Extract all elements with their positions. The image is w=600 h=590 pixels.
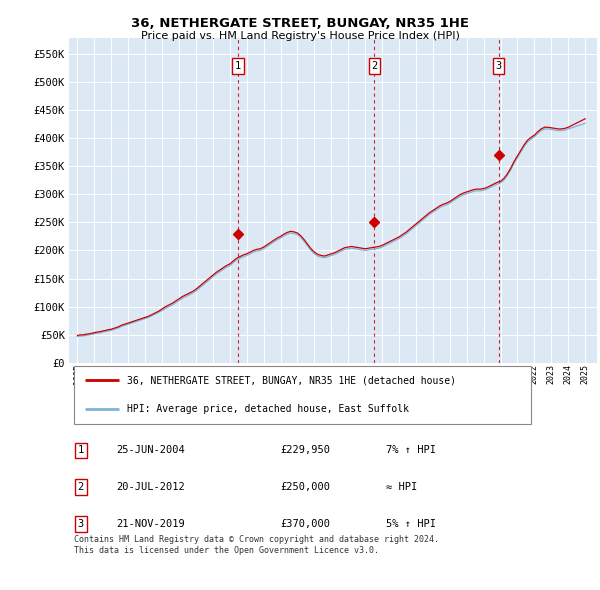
Text: 1: 1 xyxy=(235,61,241,71)
Text: 2: 2 xyxy=(371,61,377,71)
Text: £250,000: £250,000 xyxy=(280,483,330,493)
Text: HPI: Average price, detached house, East Suffolk: HPI: Average price, detached house, East… xyxy=(127,404,409,414)
Text: £229,950: £229,950 xyxy=(280,445,330,455)
Text: 3: 3 xyxy=(77,519,84,529)
Text: 5% ↑ HPI: 5% ↑ HPI xyxy=(386,519,436,529)
Text: ≈ HPI: ≈ HPI xyxy=(386,483,417,493)
FancyBboxPatch shape xyxy=(74,365,531,424)
Text: 25-JUN-2004: 25-JUN-2004 xyxy=(116,445,185,455)
Text: 21-NOV-2019: 21-NOV-2019 xyxy=(116,519,185,529)
Text: 1: 1 xyxy=(77,445,84,455)
Text: 20-JUL-2012: 20-JUL-2012 xyxy=(116,483,185,493)
Text: 3: 3 xyxy=(496,61,502,71)
Text: 7% ↑ HPI: 7% ↑ HPI xyxy=(386,445,436,455)
Text: Price paid vs. HM Land Registry's House Price Index (HPI): Price paid vs. HM Land Registry's House … xyxy=(140,31,460,41)
Text: 36, NETHERGATE STREET, BUNGAY, NR35 1HE: 36, NETHERGATE STREET, BUNGAY, NR35 1HE xyxy=(131,17,469,30)
Text: Contains HM Land Registry data © Crown copyright and database right 2024.
This d: Contains HM Land Registry data © Crown c… xyxy=(74,535,439,555)
Text: 2: 2 xyxy=(77,483,84,493)
Text: £370,000: £370,000 xyxy=(280,519,330,529)
Text: 36, NETHERGATE STREET, BUNGAY, NR35 1HE (detached house): 36, NETHERGATE STREET, BUNGAY, NR35 1HE … xyxy=(127,375,456,385)
